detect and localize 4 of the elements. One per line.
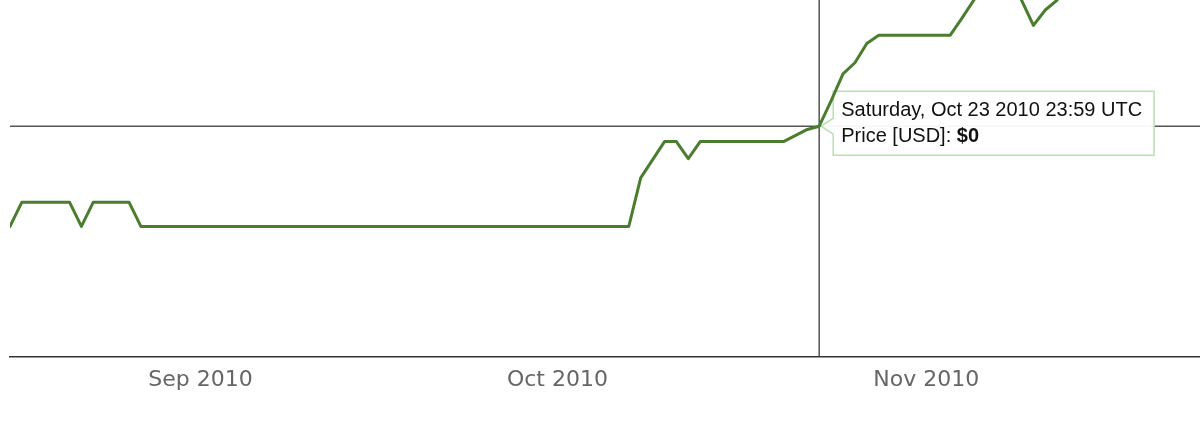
x-tick-label: Nov 2010 bbox=[873, 365, 980, 391]
x-tick-label: Oct 2010 bbox=[506, 365, 608, 391]
annotation: Saturday, Oct 23 2010 23:59 UTC Price [USD]: $0 bbox=[841, 97, 1143, 146]
x-tick-label: Sep 2010 bbox=[148, 365, 253, 391]
